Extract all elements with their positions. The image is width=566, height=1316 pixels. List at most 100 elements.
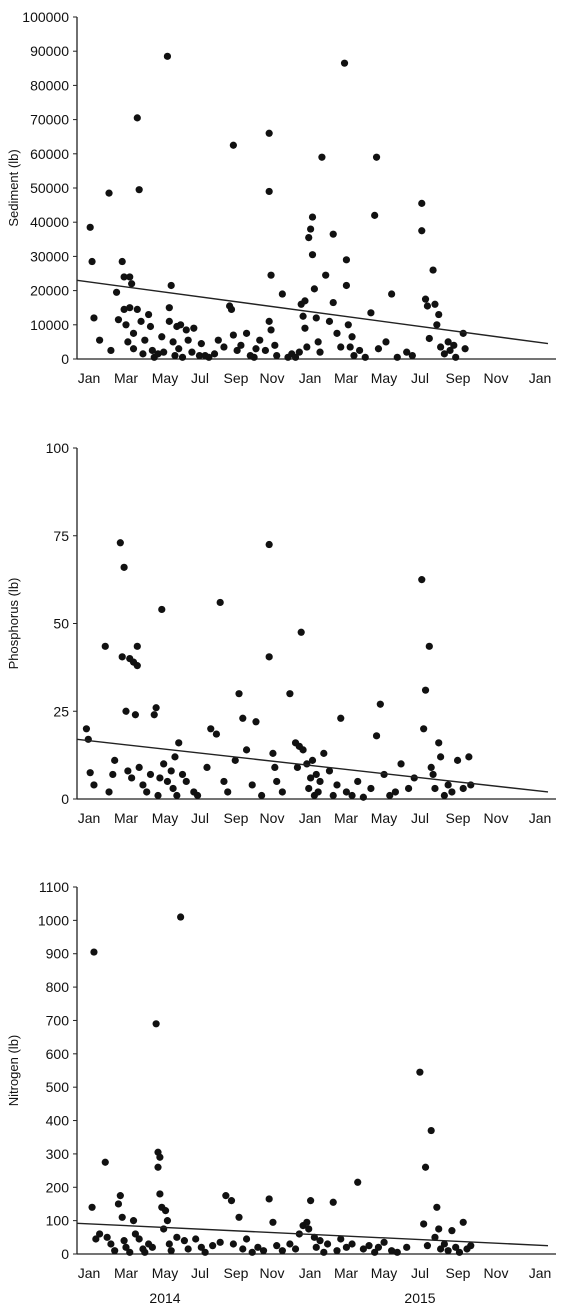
data-point	[431, 1233, 439, 1241]
data-point	[122, 1243, 130, 1251]
data-point	[86, 223, 94, 231]
data-point	[160, 1225, 168, 1233]
data-point	[177, 913, 185, 921]
data-point	[374, 1243, 383, 1251]
data-point	[165, 304, 173, 312]
data-point	[233, 346, 241, 355]
data-point	[420, 725, 428, 733]
x-tick-label: Jan	[529, 1265, 552, 1281]
data-point	[163, 777, 172, 786]
data-point	[465, 753, 473, 761]
data-point	[303, 1218, 311, 1226]
data-point	[310, 1233, 318, 1241]
data-point	[446, 346, 454, 355]
data-point	[205, 353, 213, 361]
data-point	[86, 769, 94, 777]
data-point	[224, 788, 232, 796]
data-point	[271, 341, 279, 349]
data-point	[90, 781, 98, 789]
data-point	[361, 353, 369, 361]
data-point	[133, 114, 141, 122]
data-point	[154, 791, 162, 800]
data-point	[420, 1220, 428, 1228]
data-point	[348, 333, 356, 341]
data-point	[133, 642, 141, 650]
data-point	[367, 309, 375, 317]
x-group-label: 2014	[149, 1290, 180, 1306]
data-point	[278, 290, 286, 298]
data-point	[325, 317, 334, 325]
y-tick-label: 40000	[30, 214, 69, 230]
x-tick-label: Mar	[334, 370, 358, 386]
data-point	[126, 304, 134, 312]
data-point	[316, 348, 324, 356]
data-point	[344, 321, 352, 329]
data-point	[354, 1178, 362, 1186]
data-point	[440, 791, 448, 800]
data-point	[131, 1230, 140, 1238]
data-point	[425, 334, 433, 343]
data-point	[254, 1243, 262, 1251]
data-point	[90, 948, 98, 956]
data-point	[301, 297, 309, 305]
x-tick-label: Jul	[191, 810, 209, 826]
data-point	[133, 662, 141, 670]
data-point	[146, 770, 155, 779]
data-point	[173, 1233, 181, 1241]
data-point	[261, 346, 269, 355]
data-point	[237, 341, 245, 349]
data-point	[169, 338, 177, 346]
data-point	[158, 333, 166, 341]
data-point	[248, 781, 256, 789]
data-point	[167, 767, 175, 775]
data-point	[203, 763, 211, 772]
data-point	[269, 1218, 277, 1226]
data-point	[273, 777, 281, 786]
data-point	[416, 1068, 424, 1076]
data-point	[265, 129, 273, 137]
data-point	[452, 1243, 460, 1251]
data-point	[435, 1225, 443, 1233]
data-point	[152, 1020, 160, 1028]
data-point	[207, 725, 215, 733]
data-point	[178, 770, 187, 779]
x-tick-label: Mar	[334, 1265, 358, 1281]
x-tick-label: May	[152, 1265, 178, 1281]
x-tick-label: May	[371, 1265, 397, 1281]
data-point	[190, 324, 198, 332]
data-point	[448, 1227, 456, 1235]
data-point	[101, 642, 109, 650]
x-tick-label: Jul	[411, 1265, 429, 1281]
data-point	[427, 763, 435, 772]
data-point	[129, 1217, 138, 1225]
data-point	[248, 1248, 256, 1256]
data-point	[299, 312, 307, 320]
data-point	[391, 788, 399, 796]
data-point	[220, 777, 228, 786]
data-point	[235, 1213, 243, 1221]
phosphorus-chart: 0 25 50 75 100 Phosphorus (lb) Jan Mar May Jul Sep…	[6, 440, 556, 826]
data-point	[214, 336, 222, 344]
data-point	[128, 774, 136, 782]
data-point	[346, 343, 354, 351]
data-point	[167, 1247, 175, 1255]
data-point	[435, 310, 443, 319]
data-point	[184, 1245, 192, 1253]
data-point	[175, 739, 183, 747]
data-point	[114, 316, 123, 324]
data-point	[112, 288, 121, 296]
data-point	[312, 770, 320, 779]
data-point	[348, 1240, 356, 1248]
data-point	[96, 1230, 104, 1238]
data-point	[418, 199, 426, 207]
data-point	[141, 336, 149, 344]
data-point	[265, 540, 273, 549]
y-tick-label: 70000	[30, 112, 69, 128]
data-point	[437, 1245, 445, 1253]
data-point	[161, 1207, 170, 1215]
y-tick-label: 0	[61, 791, 69, 807]
data-point	[156, 774, 164, 782]
data-point	[342, 1243, 351, 1251]
